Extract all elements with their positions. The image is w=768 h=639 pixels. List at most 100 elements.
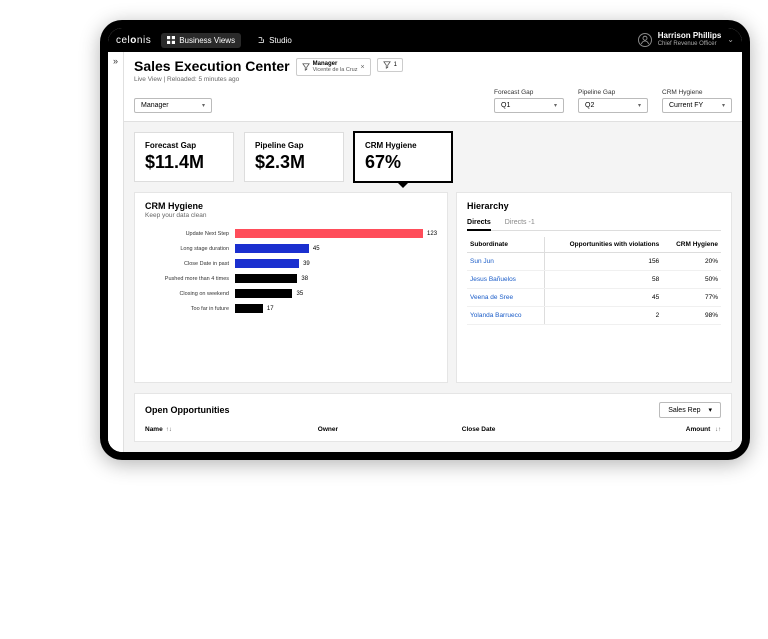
chevron-down-icon: ▾ <box>708 406 712 414</box>
kpi-value: $2.3M <box>255 152 333 173</box>
crm-hygiene-panel: CRM Hygiene Keep your data clean Update … <box>134 192 448 383</box>
bar-label: Close Date in past <box>145 261 235 267</box>
col-name[interactable]: Name↑↓ <box>145 426 318 433</box>
bar <box>235 244 309 253</box>
dd-label: Forecast Gap <box>494 89 564 96</box>
nav-label: Studio <box>269 36 292 45</box>
bar-value: 17 <box>267 306 274 312</box>
kpi-label: Forecast Gap <box>145 141 223 150</box>
tab-directs[interactable]: Directs <box>467 219 491 231</box>
panel-title: Hierarchy <box>467 201 721 211</box>
bar-row[interactable]: Close Date in past 39 <box>145 259 437 268</box>
bar-label: Update Next Step <box>145 231 235 237</box>
kpi-label: CRM Hygiene <box>365 141 441 150</box>
subordinate-link[interactable]: Yolanda Barrueco <box>467 307 544 325</box>
nav-business-views[interactable]: Business Views <box>161 33 241 48</box>
subordinate-link[interactable]: Veena de Sree <box>467 289 544 307</box>
close-icon[interactable]: × <box>360 64 364 71</box>
manager-dropdown[interactable]: Manager ▾ <box>134 98 212 113</box>
reload-status: Live View | Reloaded: 5 minutes ago <box>134 76 290 83</box>
user-menu[interactable]: Harrison Phillips Chief Revenue Officer … <box>638 32 734 47</box>
bar <box>235 289 292 298</box>
hierarchy-panel: Hierarchy Directs Directs -1 Subordinate… <box>456 192 732 383</box>
bar-row[interactable]: Too far in future 17 <box>145 304 437 313</box>
forecast-gap-dropdown[interactable]: Q1 ▾ <box>494 98 564 113</box>
bar <box>235 229 423 238</box>
chevron-down-icon: ⌄ <box>727 35 734 44</box>
bar-value: 39 <box>303 261 310 267</box>
user-name: Harrison Phillips <box>658 32 722 41</box>
subordinate-link[interactable]: Sun Jun <box>467 253 544 271</box>
table-row: Yolanda Barrueco298% <box>467 307 721 325</box>
dd-value: Q2 <box>585 102 594 109</box>
bar-value: 123 <box>427 231 437 237</box>
expand-sidebar-button[interactable]: » <box>108 52 124 452</box>
bar-value: 38 <box>301 276 308 282</box>
chevron-down-icon: ▾ <box>722 102 725 109</box>
chip-value: Vicente de la Cruz <box>313 67 358 73</box>
panel-subtitle: Keep your data clean <box>145 212 437 219</box>
violations-cell: 156 <box>544 253 662 271</box>
manager-filter-chip[interactable]: Manager Vicente de la Cruz × <box>296 58 371 76</box>
kpi-pipeline-gap[interactable]: Pipeline Gap $2.3M <box>244 132 344 182</box>
panel-title: CRM Hygiene <box>145 201 437 211</box>
brand-logo: celonis <box>116 35 151 46</box>
table-row: Jesus Bañuelos5850% <box>467 271 721 289</box>
hygiene-cell: 20% <box>662 253 721 271</box>
violations-cell: 2 <box>544 307 662 325</box>
external-icon <box>257 36 265 44</box>
bar-label: Closing on weekend <box>145 291 235 297</box>
subordinate-link[interactable]: Jesus Bañuelos <box>467 271 544 289</box>
violations-cell: 58 <box>544 271 662 289</box>
kpi-forecast-gap[interactable]: Forecast Gap $11.4M <box>134 132 234 182</box>
hygiene-cell: 77% <box>662 289 721 307</box>
bar-label: Long stage duration <box>145 246 235 252</box>
filter-count-chip[interactable]: 1 <box>377 58 403 72</box>
sales-rep-dropdown[interactable]: Sales Rep ▾ <box>659 402 721 418</box>
dd-value: Q1 <box>501 102 510 109</box>
dd-label: CRM Hygiene <box>662 89 732 96</box>
hygiene-cell: 50% <box>662 271 721 289</box>
table-row: Sun Jun15620% <box>467 253 721 271</box>
pipeline-gap-dropdown[interactable]: Q2 ▾ <box>578 98 648 113</box>
col-subordinate[interactable]: Subordinate <box>467 237 544 253</box>
tab-directs-minus-1[interactable]: Directs -1 <box>505 219 535 230</box>
kpi-label: Pipeline Gap <box>255 141 333 150</box>
col-close-date[interactable]: Close Date <box>462 426 606 433</box>
col-hygiene[interactable]: CRM Hygiene <box>662 237 721 253</box>
bar <box>235 304 263 313</box>
chevron-down-icon: ▾ <box>554 102 557 109</box>
filter-icon <box>383 61 391 69</box>
open-opportunities-panel: Open Opportunities Sales Rep ▾ Name↑↓ Ow… <box>134 393 732 442</box>
kpi-crm-hygiene[interactable]: CRM Hygiene 67% <box>353 131 453 183</box>
filter-count: 1 <box>394 62 397 68</box>
filter-icon <box>302 63 310 71</box>
bar <box>235 259 299 268</box>
kpi-value: $11.4M <box>145 152 223 173</box>
avatar-icon <box>638 33 652 47</box>
kpi-value: 67% <box>365 152 441 173</box>
sort-icon: ↑↓ <box>166 427 172 433</box>
col-violations[interactable]: Opportunities with violations <box>544 237 662 253</box>
panel-title: Open Opportunities <box>145 405 230 415</box>
table-row: Veena de Sree4577% <box>467 289 721 307</box>
bar-row[interactable]: Closing on weekend35 <box>145 289 437 298</box>
nav-studio[interactable]: Studio <box>251 33 298 48</box>
bar-label: Too far in future <box>145 306 235 312</box>
chevron-down-icon: ▾ <box>638 102 641 109</box>
col-amount[interactable]: Amount ↓↑ <box>606 426 721 433</box>
violations-cell: 45 <box>544 289 662 307</box>
col-owner[interactable]: Owner <box>318 426 462 433</box>
sort-icon: ↓↑ <box>713 427 721 433</box>
hygiene-bar-chart: Update Next Step 123 Long stage duration45… <box>145 229 437 313</box>
bar-row[interactable]: Update Next Step 123 <box>145 229 437 238</box>
bar-row[interactable]: Pushed more than 4 times 38 <box>145 274 437 283</box>
crm-hygiene-dropdown[interactable]: Current FY ▾ <box>662 98 732 113</box>
dd-value: Sales Rep <box>668 407 700 414</box>
chevron-down-icon: ▾ <box>202 102 205 109</box>
hygiene-cell: 98% <box>662 307 721 325</box>
bar-label: Pushed more than 4 times <box>145 276 235 282</box>
active-indicator <box>396 181 410 188</box>
bar-row[interactable]: Long stage duration45 <box>145 244 437 253</box>
dd-label: Pipeline Gap <box>578 89 648 96</box>
